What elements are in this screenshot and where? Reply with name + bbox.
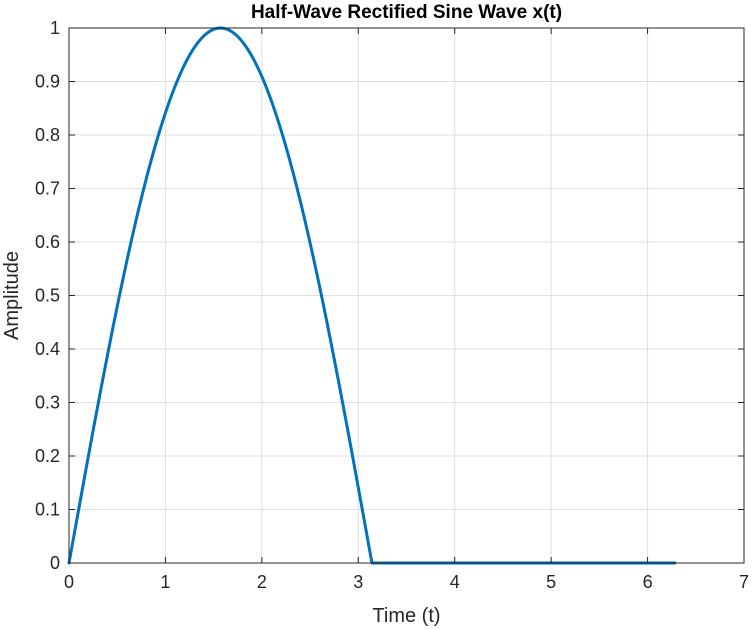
y-tick-label: 0.4	[35, 339, 60, 359]
ticks: 0 1 2 3 4 5 6 7 0 0.1 0.2 0.3 0.4 0.5 0.6 0.7 0.8 0.9 1	[35, 18, 749, 592]
x-tick-label: 4	[450, 572, 460, 592]
y-tick-label: 1	[50, 18, 60, 38]
x-tick-label: 5	[546, 572, 556, 592]
x-tick-label: 1	[160, 572, 170, 592]
y-axis-label: Amplitude	[1, 251, 23, 340]
chart-title: Half-Wave Rectified Sine Wave x(t)	[251, 2, 562, 23]
y-tick-label: 0.2	[35, 446, 60, 466]
grid	[68, 27, 745, 564]
y-tick-label: 0.1	[35, 500, 60, 520]
series-line	[67, 26, 677, 565]
x-axis-label: Time (t)	[372, 605, 440, 627]
y-tick-label: 0.8	[35, 125, 60, 145]
series-layer	[67, 26, 677, 565]
y-tick-label: 0	[50, 553, 60, 573]
y-tick-label: 0.9	[35, 72, 60, 92]
y-tick-label: 0.7	[35, 179, 60, 199]
x-tick-label: 7	[739, 572, 749, 592]
x-tick-label: 3	[353, 572, 363, 592]
y-tick-label: 0.3	[35, 393, 60, 413]
y-tick-label: 0.6	[35, 232, 60, 252]
x-tick-label: 0	[64, 572, 74, 592]
x-tick-label: 2	[257, 572, 267, 592]
x-tick-label: 6	[643, 572, 653, 592]
y-tick-label: 0.5	[35, 286, 60, 306]
